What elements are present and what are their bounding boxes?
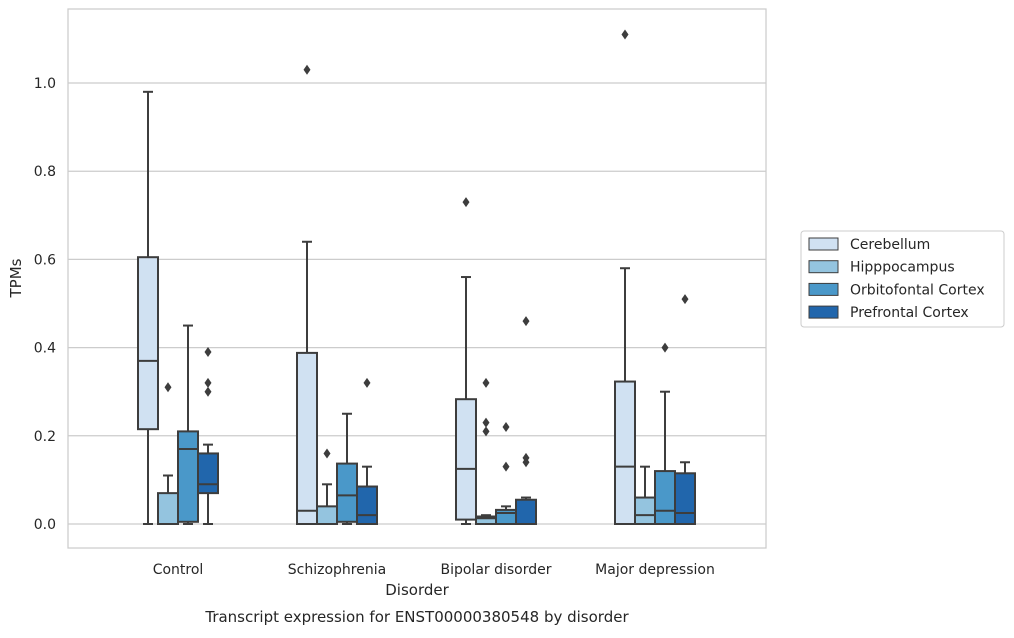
- box-body: [455, 398, 477, 521]
- outlier-point: [204, 377, 212, 388]
- box-body: [157, 492, 179, 526]
- box-prefrontal-cortex: [197, 347, 219, 525]
- x-tick-labels: Control Schizophrenia Bipolar disorder Majo…: [153, 562, 715, 578]
- outlier-point: [681, 294, 689, 305]
- box-prefrontal-cortex: [515, 316, 537, 525]
- y-tick-label: 0.6: [34, 252, 56, 268]
- outlier-point: [164, 382, 172, 393]
- box-body: [674, 472, 696, 526]
- y-axis-label: TPMs: [7, 258, 25, 298]
- box-body: [356, 485, 378, 526]
- legend-swatch: [808, 305, 839, 319]
- box-body: [316, 505, 338, 525]
- legend-label: Orbitofontal Cortex: [850, 282, 985, 298]
- box-body: [137, 256, 159, 431]
- outlier-point: [621, 29, 629, 40]
- outlier-point: [482, 417, 490, 428]
- chart-caption: Transcript expression for ENST0000038054…: [204, 608, 629, 626]
- legend-label: Hipppocampus: [850, 260, 955, 276]
- box-cerebellum: [137, 90, 159, 525]
- box-orbitofontal-cortex: [654, 342, 676, 525]
- box-body: [634, 496, 656, 526]
- outlier-point: [502, 461, 510, 472]
- outlier-point: [462, 197, 470, 208]
- box-orbitofontal-cortex: [336, 412, 358, 525]
- box-body: [614, 380, 636, 525]
- y-tick-label: 0.2: [34, 429, 56, 445]
- x-tick-label: Major depression: [595, 562, 715, 578]
- box-body: [515, 498, 537, 525]
- box-body: [296, 351, 318, 525]
- x-tick-label: Control: [153, 562, 204, 578]
- outlier-point: [303, 64, 311, 75]
- outlier-point: [661, 342, 669, 353]
- box-hipppocampus: [475, 377, 497, 525]
- outlier-point: [482, 426, 490, 437]
- box-hipppocampus: [634, 465, 656, 526]
- legend-label: Prefrontal Cortex: [850, 305, 969, 321]
- outlier-point: [323, 448, 331, 459]
- x-tick-label: Schizophrenia: [288, 562, 386, 578]
- outlier-point: [363, 377, 371, 388]
- outlier-point: [482, 377, 490, 388]
- y-tick-label: 1.0: [34, 76, 56, 92]
- plot-frame: [67, 8, 767, 549]
- box-body: [654, 470, 676, 525]
- box-prefrontal-cortex: [356, 377, 378, 526]
- box-cerebellum: [455, 197, 477, 525]
- y-tick-labels: 0.0 0.2 0.4 0.6 0.8 1.0: [34, 76, 56, 533]
- box-body: [177, 430, 199, 523]
- box-body: [336, 462, 358, 523]
- box-cerebellum: [296, 64, 318, 525]
- box-prefrontal-cortex: [674, 294, 696, 526]
- legend-swatch: [808, 237, 839, 251]
- x-axis-label: Disorder: [385, 581, 449, 599]
- y-tick-label: 0.4: [34, 341, 56, 357]
- box-orbitofontal-cortex: [177, 324, 199, 525]
- outlier-point: [522, 316, 530, 327]
- box-orbitofontal-cortex: [495, 421, 517, 526]
- outlier-point: [204, 386, 212, 397]
- legend-swatch: [808, 282, 839, 296]
- legend: Cerebellum Hipppocampus Orbitofontal Corte…: [800, 230, 1005, 328]
- box-body: [197, 452, 219, 495]
- y-tick-label: 0.8: [34, 164, 56, 180]
- boxes-layer: [137, 29, 696, 526]
- outlier-point: [502, 421, 510, 432]
- legend-swatch: [808, 260, 839, 274]
- legend-label: Cerebellum: [850, 237, 930, 253]
- plot-area: [68, 9, 766, 548]
- box-hipppocampus: [157, 382, 179, 526]
- outlier-point: [522, 452, 530, 463]
- box-hipppocampus: [316, 448, 338, 525]
- legend-frame: [800, 230, 1005, 328]
- y-tick-label: 0.0: [34, 517, 56, 533]
- box-cerebellum: [614, 29, 636, 525]
- x-tick-label: Bipolar disorder: [440, 562, 551, 578]
- outlier-point: [204, 347, 212, 358]
